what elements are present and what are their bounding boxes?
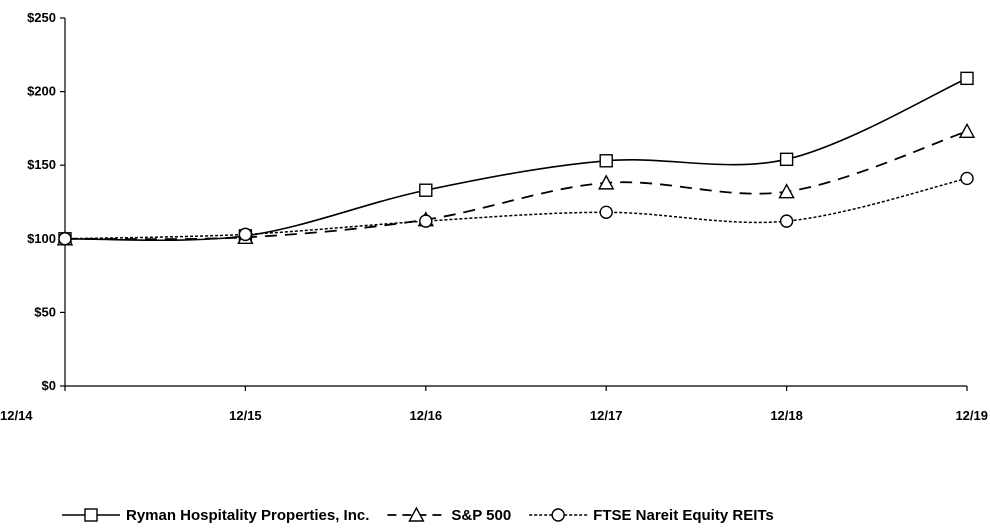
data-point-triangle bbox=[958, 122, 976, 139]
data-point-circle bbox=[599, 205, 613, 220]
x-tick-label: 12/17 bbox=[590, 408, 623, 423]
data-point-square bbox=[599, 154, 613, 168]
data-point-square bbox=[779, 152, 794, 167]
y-tick-label: $250 bbox=[27, 10, 56, 25]
x-tick-label: 12/15 bbox=[229, 408, 262, 423]
legend-marker-circle bbox=[551, 508, 565, 522]
y-tick-label: $50 bbox=[34, 304, 56, 319]
data-point-circle bbox=[779, 214, 794, 228]
series-line bbox=[64, 130, 968, 241]
legend-item: FTSE Nareit Equity REITs bbox=[529, 507, 774, 524]
data-point-circle bbox=[58, 232, 72, 246]
series-square bbox=[58, 71, 974, 246]
data-point-triangle bbox=[778, 183, 795, 199]
axes: $0 $50 $100 $150 $200 $250 12/14 12/15 12/16 12/1… bbox=[0, 10, 988, 423]
legend-label: Ryman Hospitality Properties, Inc. bbox=[126, 507, 369, 524]
legend-label: FTSE Nareit Equity REITs bbox=[593, 507, 774, 524]
series-line bbox=[64, 177, 968, 240]
legend-label: S&P 500 bbox=[451, 507, 511, 524]
series-line bbox=[64, 77, 968, 242]
x-tick-label: 12/16 bbox=[410, 408, 443, 423]
y-tick-label: $100 bbox=[27, 231, 56, 246]
legend-item: S&P 500 bbox=[387, 506, 511, 524]
y-tick-label: $0 bbox=[42, 378, 56, 393]
y-tick-label: $150 bbox=[27, 157, 56, 172]
legend: Ryman Hospitality Properties, Inc. S&P 50… bbox=[62, 506, 774, 524]
data-point-triangle bbox=[598, 174, 615, 190]
x-tick-label: 12/19 bbox=[955, 408, 988, 423]
data-point-circle bbox=[238, 227, 253, 242]
series-circle bbox=[58, 171, 974, 246]
legend-item: Ryman Hospitality Properties, Inc. bbox=[62, 507, 369, 524]
legend-marker-triangle bbox=[408, 506, 425, 522]
x-tick-label: 12/14 bbox=[0, 408, 33, 423]
legend-marker-square bbox=[84, 508, 98, 522]
series-layer bbox=[56, 71, 976, 246]
x-tick-label: 12/18 bbox=[770, 408, 803, 423]
data-point-circle bbox=[419, 214, 433, 228]
data-point-square bbox=[419, 183, 433, 197]
y-tick-label: $200 bbox=[27, 84, 56, 99]
data-point-square bbox=[960, 71, 974, 86]
data-point-circle bbox=[960, 171, 974, 186]
